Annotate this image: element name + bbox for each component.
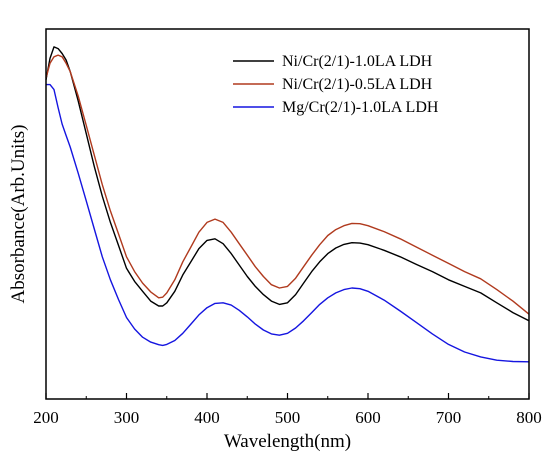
- legend-entry-2: Ni/Cr(2/1)-0.5LA LDH: [282, 76, 433, 93]
- x-axis-label: Wavelength(nm): [224, 431, 351, 452]
- x-tick-label: 200: [33, 408, 59, 427]
- legend: Ni/Cr(2/1)-1.0LA LDH Ni/Cr(2/1)-0.5LA LDH…: [233, 53, 439, 116]
- x-tick-label: 500: [275, 408, 301, 427]
- legend-entry-1: Ni/Cr(2/1)-1.0LA LDH: [282, 53, 433, 70]
- x-tick-label: 800: [516, 408, 542, 427]
- legend-entry-3: Mg/Cr(2/1)-1.0LA LDH: [282, 99, 439, 116]
- series-line-1: [45, 46, 530, 322]
- x-tick-label: 600: [355, 408, 381, 427]
- x-tick-label: 300: [114, 408, 140, 427]
- y-axis-label: Absorbance(Arb.Units): [8, 125, 29, 304]
- series-line-2: [45, 54, 530, 315]
- plot-area: [45, 46, 530, 363]
- x-tick-label: 700: [436, 408, 462, 427]
- series-line-3: [46, 83, 530, 363]
- x-tick-label: 400: [194, 408, 220, 427]
- x-axis-ticks: 200 300 400 500 600 700 800: [33, 393, 542, 427]
